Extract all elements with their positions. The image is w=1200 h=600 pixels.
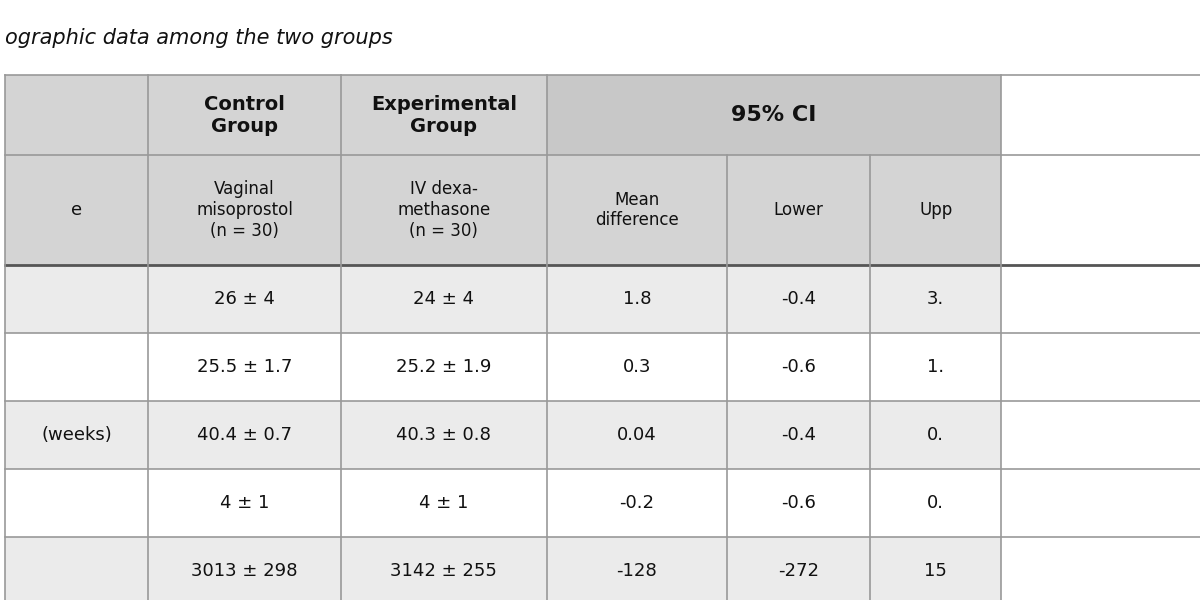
- Bar: [341, 265, 546, 333]
- Text: 0.: 0.: [928, 494, 944, 512]
- Text: Experimental
Group: Experimental Group: [371, 94, 517, 136]
- Bar: [341, 401, 546, 469]
- Bar: [148, 537, 341, 600]
- Bar: [727, 265, 870, 333]
- Text: 3.: 3.: [928, 290, 944, 308]
- Text: e: e: [71, 201, 82, 219]
- Text: Vaginal
misoprostol
(n = 30): Vaginal misoprostol (n = 30): [197, 180, 293, 240]
- Bar: [870, 401, 1001, 469]
- Text: Mean
difference: Mean difference: [595, 191, 679, 229]
- Text: -128: -128: [617, 562, 658, 580]
- Text: Control
Group: Control Group: [204, 94, 286, 136]
- Text: 15: 15: [924, 562, 947, 580]
- Bar: [148, 401, 341, 469]
- Bar: [148, 265, 341, 333]
- Bar: [870, 333, 1001, 401]
- Text: 0.04: 0.04: [617, 426, 656, 444]
- Bar: [546, 469, 727, 537]
- Bar: [148, 469, 341, 537]
- Text: -0.4: -0.4: [781, 290, 816, 308]
- Bar: [5, 75, 148, 155]
- Bar: [546, 265, 727, 333]
- Bar: [341, 469, 546, 537]
- Bar: [5, 155, 148, 265]
- Bar: [727, 333, 870, 401]
- Text: -0.4: -0.4: [781, 426, 816, 444]
- Bar: [5, 401, 148, 469]
- Text: 0.3: 0.3: [623, 358, 652, 376]
- Text: 26 ± 4: 26 ± 4: [215, 290, 275, 308]
- Text: 25.5 ± 1.7: 25.5 ± 1.7: [197, 358, 293, 376]
- Bar: [148, 333, 341, 401]
- Text: 4 ± 1: 4 ± 1: [419, 494, 468, 512]
- Text: -272: -272: [778, 562, 820, 580]
- Text: 1.: 1.: [928, 358, 944, 376]
- Text: 40.4 ± 0.7: 40.4 ± 0.7: [197, 426, 292, 444]
- Bar: [5, 265, 148, 333]
- Bar: [148, 155, 341, 265]
- Text: ographic data among the two groups: ographic data among the two groups: [5, 28, 392, 48]
- Bar: [727, 469, 870, 537]
- Bar: [870, 537, 1001, 600]
- Text: -0.6: -0.6: [781, 358, 816, 376]
- Text: -0.6: -0.6: [781, 494, 816, 512]
- Bar: [341, 75, 546, 155]
- Bar: [727, 537, 870, 600]
- Text: 40.3 ± 0.8: 40.3 ± 0.8: [396, 426, 491, 444]
- Bar: [546, 75, 1001, 155]
- Bar: [341, 333, 546, 401]
- Bar: [546, 401, 727, 469]
- Bar: [870, 265, 1001, 333]
- Bar: [546, 333, 727, 401]
- Bar: [341, 537, 546, 600]
- Text: 1.8: 1.8: [623, 290, 652, 308]
- Bar: [148, 75, 341, 155]
- Text: (weeks): (weeks): [41, 426, 112, 444]
- Bar: [5, 333, 148, 401]
- Text: 0.: 0.: [928, 426, 944, 444]
- Text: 3013 ± 298: 3013 ± 298: [192, 562, 298, 580]
- Bar: [546, 537, 727, 600]
- Text: 95% CI: 95% CI: [731, 105, 816, 125]
- Bar: [5, 537, 148, 600]
- Bar: [870, 155, 1001, 265]
- Text: 24 ± 4: 24 ± 4: [413, 290, 474, 308]
- Bar: [5, 469, 148, 537]
- Text: Upp: Upp: [919, 201, 953, 219]
- Bar: [341, 155, 546, 265]
- Text: 4 ± 1: 4 ± 1: [220, 494, 269, 512]
- Bar: [870, 469, 1001, 537]
- Bar: [727, 401, 870, 469]
- Text: Lower: Lower: [774, 201, 823, 219]
- Text: 3142 ± 255: 3142 ± 255: [390, 562, 497, 580]
- Text: 25.2 ± 1.9: 25.2 ± 1.9: [396, 358, 492, 376]
- Text: -0.2: -0.2: [619, 494, 654, 512]
- Bar: [546, 155, 727, 265]
- Bar: [727, 155, 870, 265]
- Text: IV dexa-
methasone
(n = 30): IV dexa- methasone (n = 30): [397, 180, 491, 240]
